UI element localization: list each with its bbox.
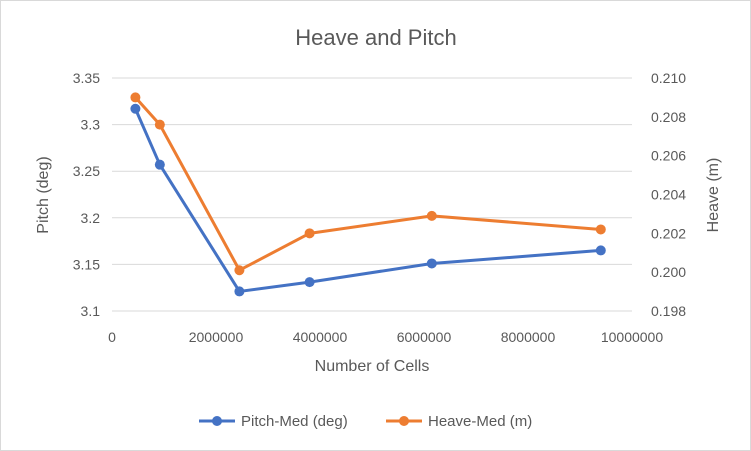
series-line-1	[134, 108, 601, 293]
data-point	[304, 228, 315, 239]
data-point	[130, 92, 141, 103]
data-point	[426, 258, 437, 269]
y-tick-label: 3.1	[81, 303, 101, 319]
y-tick-label: 3.3	[81, 117, 101, 133]
chart-title: Heave and Pitch	[295, 25, 456, 50]
data-point	[234, 286, 245, 297]
data-point	[595, 224, 606, 235]
y-tick-label: 3.15	[73, 256, 100, 272]
data-point	[304, 277, 315, 288]
x-tick-label: 2000000	[189, 329, 244, 345]
y2-tick-label: 0.198	[651, 303, 686, 319]
data-point	[595, 245, 606, 256]
y2-tick-label: 0.210	[651, 70, 686, 86]
x-tick-label: 8000000	[501, 329, 556, 345]
y-tick-label: 3.35	[73, 70, 100, 86]
y-tick-label: 3.2	[81, 210, 101, 226]
tick-labels: 3.1 3.15 3.2 3.25 3.3 3.35 0.198 0.200 0.202 0.20…	[73, 70, 686, 345]
x-axis-title: Number of Cells	[315, 358, 430, 375]
data-point	[234, 265, 245, 276]
gridlines	[112, 77, 632, 312]
x-tick-label: 10000000	[601, 329, 664, 345]
data-point	[426, 210, 437, 221]
x-tick-label: 0	[108, 329, 116, 345]
y2-tick-label: 0.206	[651, 148, 686, 164]
series-layer	[130, 92, 606, 297]
legend-label: Heave-Med (m)	[428, 413, 532, 430]
legend-label: Pitch-Med (deg)	[241, 413, 348, 430]
y2-tick-label: 0.204	[651, 187, 686, 203]
y2-tick-label: 0.200	[651, 264, 686, 280]
series-line-2	[134, 96, 601, 272]
data-point	[130, 103, 141, 114]
legend-marker	[212, 416, 222, 426]
legend: Pitch-Med (deg) Heave-Med (m)	[199, 413, 532, 430]
y-tick-label: 3.25	[73, 163, 100, 179]
y2-tick-label: 0.202	[651, 225, 686, 241]
y2-axis-title: Heave (m)	[705, 158, 722, 233]
data-point	[154, 159, 165, 170]
data-point	[154, 119, 165, 130]
x-tick-label: 6000000	[397, 329, 452, 345]
x-tick-label: 4000000	[293, 329, 348, 345]
y-axis-title: Pitch (deg)	[35, 156, 52, 233]
y2-tick-label: 0.208	[651, 109, 686, 125]
legend-marker	[399, 416, 409, 426]
